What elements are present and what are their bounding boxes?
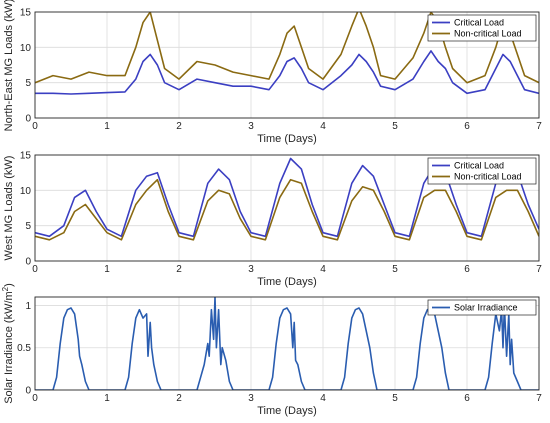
x-tick-label: 5 <box>392 393 398 404</box>
series-line-critical-load <box>35 157 539 238</box>
y-tick-label: 15 <box>20 151 32 162</box>
x-tick-label: 6 <box>464 264 470 275</box>
x-tick-label: 3 <box>248 393 254 404</box>
plot-area-frame <box>34 154 540 262</box>
x-tick-label: 7 <box>536 121 542 132</box>
series-line-non-critical-load <box>35 178 539 241</box>
legend-box <box>427 14 537 42</box>
legend: Solar Irradiance <box>427 299 537 316</box>
x-tick-label: 1 <box>104 264 110 275</box>
x-axis-label: Time (Days) <box>257 276 316 288</box>
y-tick-label: 0 <box>25 257 31 268</box>
x-tick-label: 5 <box>392 121 398 132</box>
legend-label: Critical Load <box>454 18 504 28</box>
y-tick-label: 15 <box>20 8 32 19</box>
x-tick-label: 7 <box>536 264 542 275</box>
y-tick-label: 10 <box>20 186 32 197</box>
chart-panel-3: 0 1 2 3 4 5 6 7 0 0.5 1 Time (Days) Solar Irradiance… <box>1 283 542 417</box>
legend-label: Critical Load <box>454 161 504 171</box>
x-tick-label: 6 <box>464 393 470 404</box>
y-tick-label: 0.5 <box>17 343 31 354</box>
series-line-critical-load <box>35 50 539 95</box>
legend-label: Non-critical Load <box>454 29 522 39</box>
legend-label: Solar Irradiance <box>454 303 518 313</box>
y-tick-label: 5 <box>25 78 31 89</box>
plot-area-frame <box>34 11 540 119</box>
x-axis-label: Time (Days) <box>257 133 316 145</box>
x-tick-label: 2 <box>176 121 182 132</box>
y-axis-label: West MG Loads (kW) <box>3 156 15 261</box>
chart-panel-2: 0 1 2 3 4 5 6 7 0 5 10 15 Time (Days) West MG Loads (… <box>3 151 542 289</box>
x-tick-label: 0 <box>32 121 38 132</box>
x-tick-label: 0 <box>32 264 38 275</box>
series-line-solar-irradiance <box>35 297 539 390</box>
x-tick-label: 1 <box>104 393 110 404</box>
x-tick-label: 3 <box>248 121 254 132</box>
x-tick-label: 2 <box>176 393 182 404</box>
y-axis-label: Solar Irradiance (kW/m2) <box>1 283 15 404</box>
y-axis-label: North-East MG Loads (kW) <box>3 0 15 131</box>
x-tick-label: 4 <box>320 393 326 404</box>
x-tick-label: 4 <box>320 264 326 275</box>
chart-panel-1: 0 1 2 3 4 5 6 7 0 5 10 15 Time (Days) North-East MG L… <box>3 0 542 145</box>
legend-box <box>427 157 537 185</box>
x-tick-label: 5 <box>392 264 398 275</box>
plot-area-frame <box>34 296 540 391</box>
series-line-non-critical-load <box>35 12 539 84</box>
x-tick-label: 0 <box>32 393 38 404</box>
x-tick-label: 7 <box>536 393 542 404</box>
y-tick-label: 10 <box>20 43 32 54</box>
y-tick-label: 1 <box>25 301 31 312</box>
x-tick-label: 2 <box>176 264 182 275</box>
x-tick-label: 3 <box>248 264 254 275</box>
legend-box <box>427 299 537 316</box>
x-tick-label: 6 <box>464 121 470 132</box>
y-tick-label: 0 <box>25 386 31 397</box>
x-tick-label: 1 <box>104 121 110 132</box>
legend-label: Non-critical Load <box>454 172 522 182</box>
x-tick-label: 4 <box>320 121 326 132</box>
y-tick-label: 0 <box>25 114 31 125</box>
y-tick-label: 5 <box>25 221 31 232</box>
x-axis-label: Time (Days) <box>257 405 316 417</box>
